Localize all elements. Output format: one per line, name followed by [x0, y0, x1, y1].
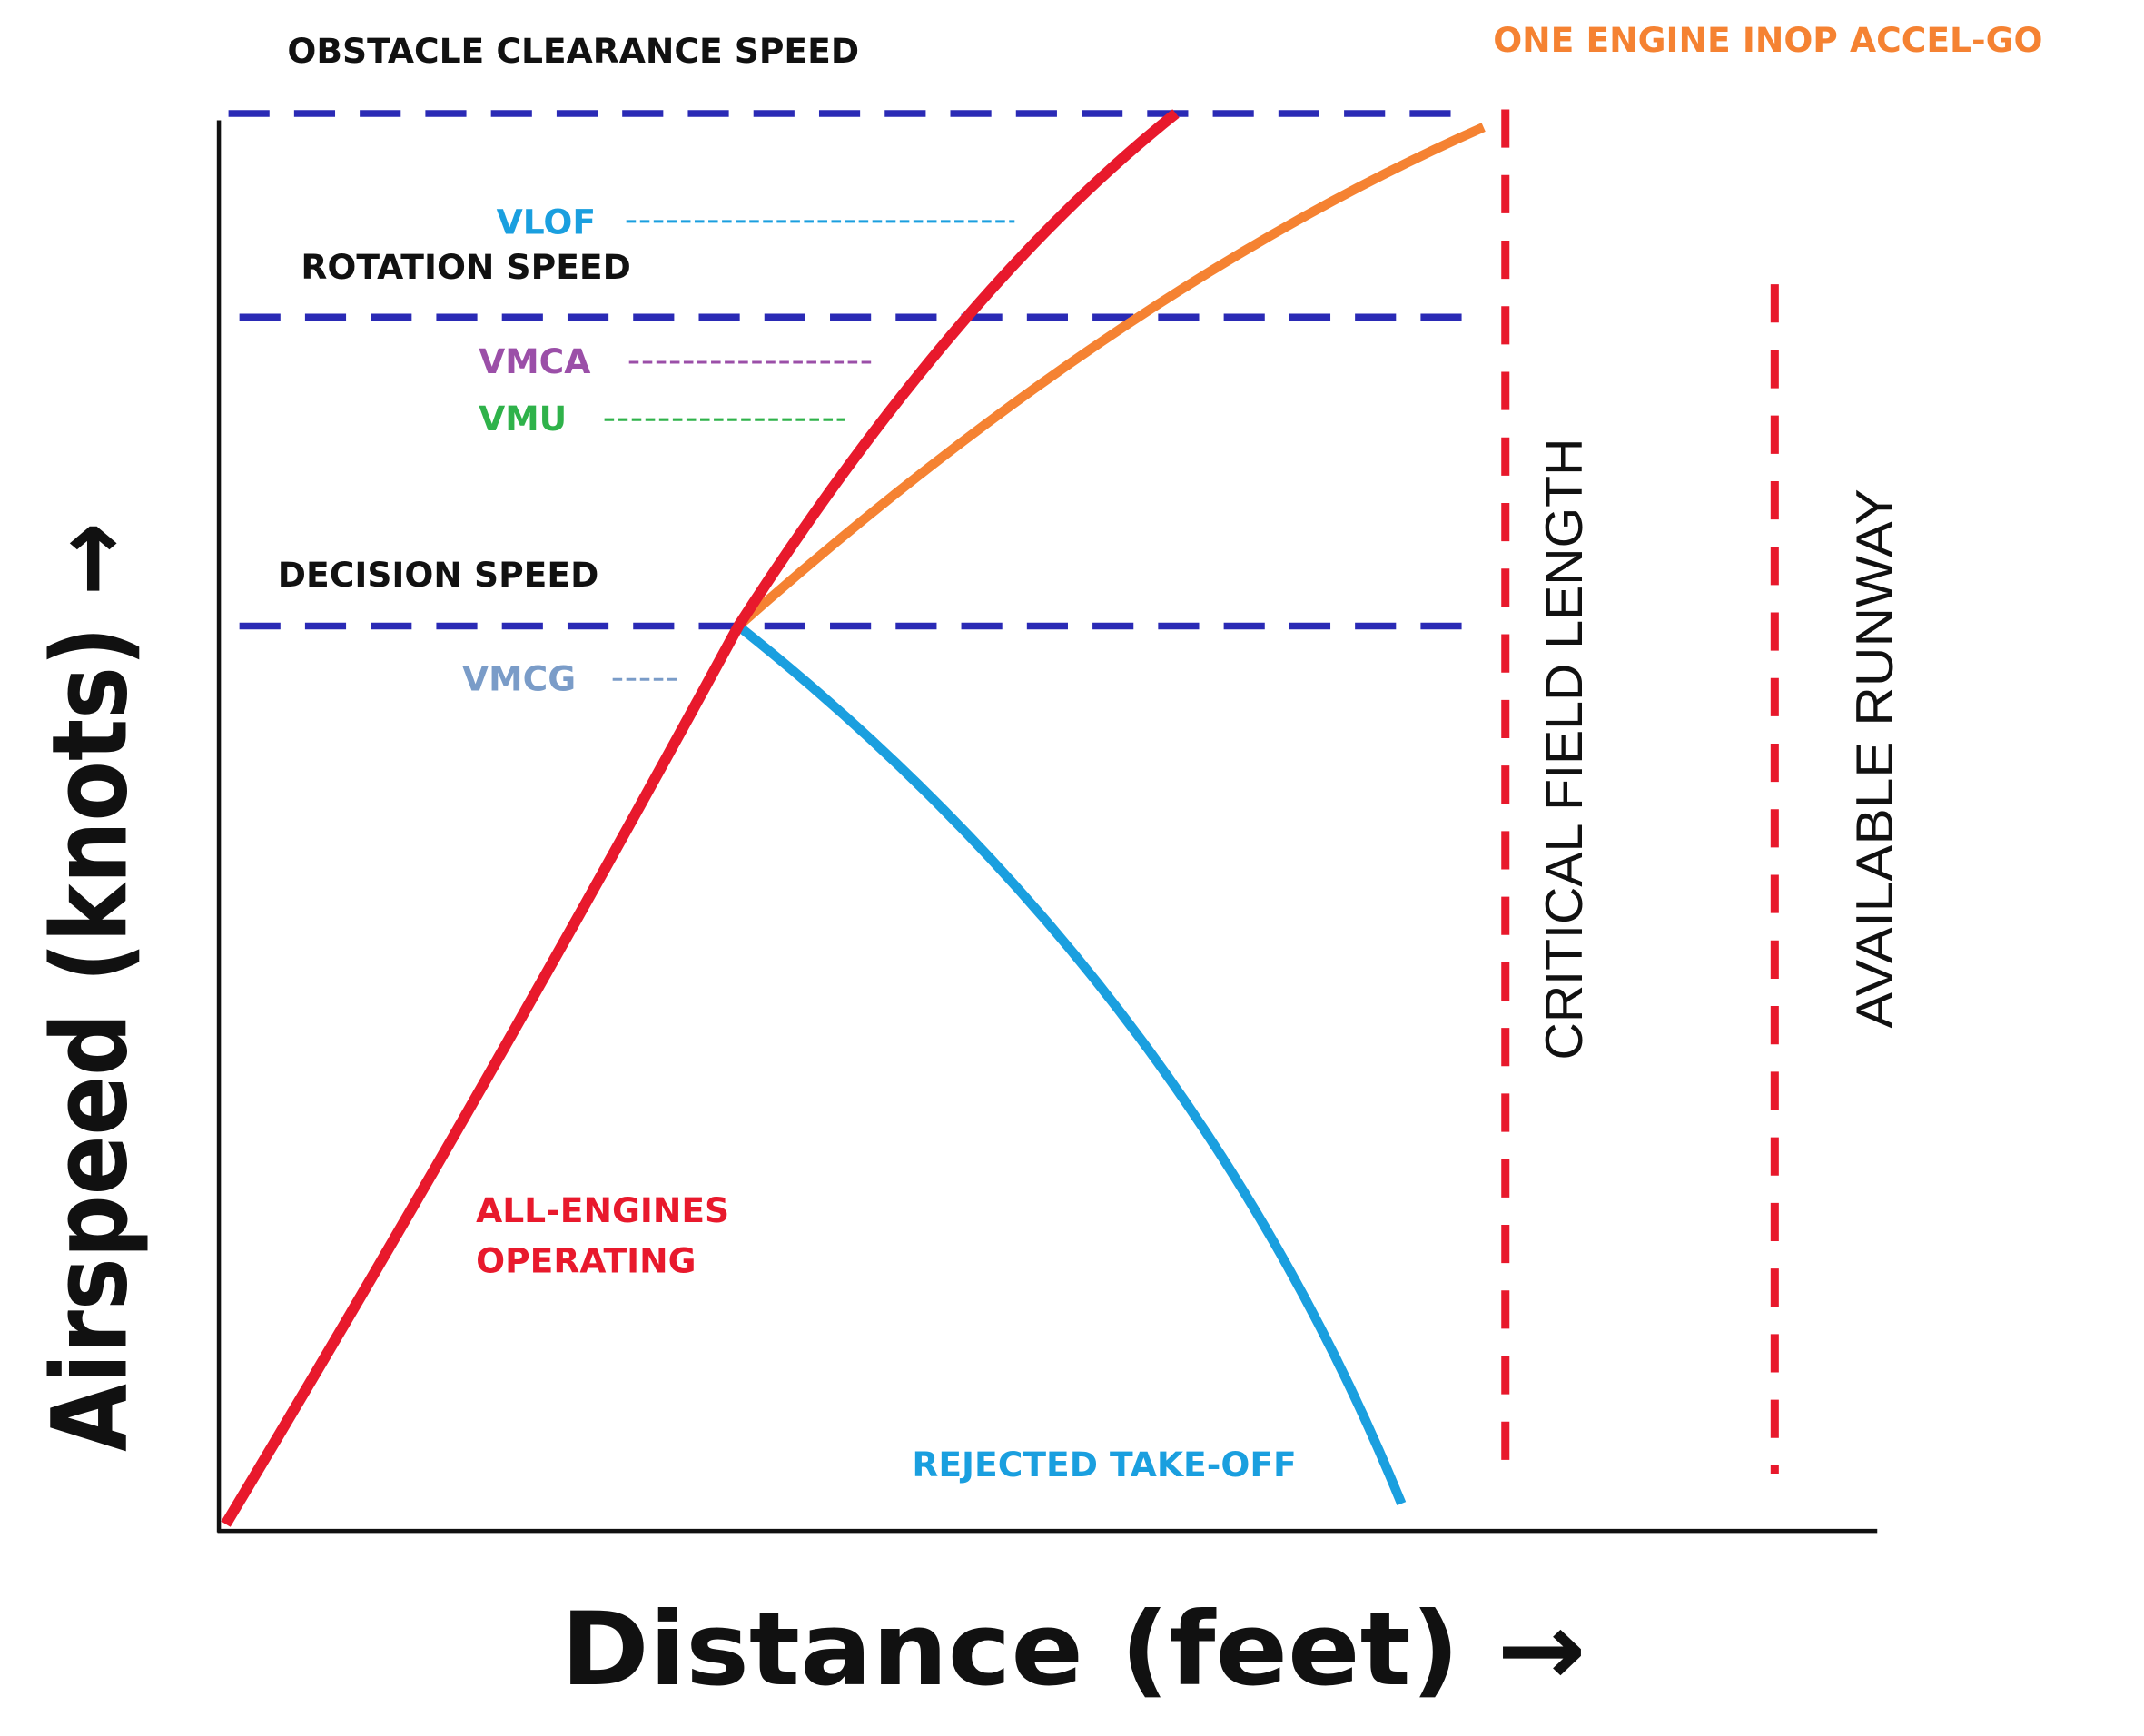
available-runway-label: AVAILABLE RUNWAY [1846, 488, 1904, 1029]
rejected-takeoff-label: REJECTED TAKE-OFF [912, 1445, 1296, 1484]
accel-go-label: ONE ENGINE INOP ACCEL-GO [1493, 20, 2042, 60]
speed-lines [228, 110, 1475, 630]
accel-go-curve [735, 123, 1486, 630]
vmu-label: VMU [479, 399, 567, 439]
obstacle-clearance-label: OBSTACLE CLEARANCE SPEED [287, 31, 859, 71]
vlof-label: VLOF [497, 202, 596, 242]
decision-label: DECISION SPEED [278, 555, 599, 595]
distance-lines [1501, 109, 1779, 1484]
rejected-takeoff-curve [735, 622, 1407, 1506]
y-axis-label: Airspeed (knots) → [30, 522, 151, 1452]
critical-field-length-label: CRITICAL FIELD LENGTH [1536, 439, 1594, 1060]
all-engines-curve [221, 109, 1180, 1527]
x-axis-label: Distance (feet) → [560, 1592, 1586, 1709]
operating-label: OPERATING [476, 1241, 696, 1281]
rotation-label: ROTATION SPEED [301, 247, 630, 287]
vmcg-label: VMCG [462, 658, 576, 698]
vmca-label: VMCA [479, 341, 590, 381]
all-engines-label: ALL-ENGINES [476, 1190, 729, 1230]
